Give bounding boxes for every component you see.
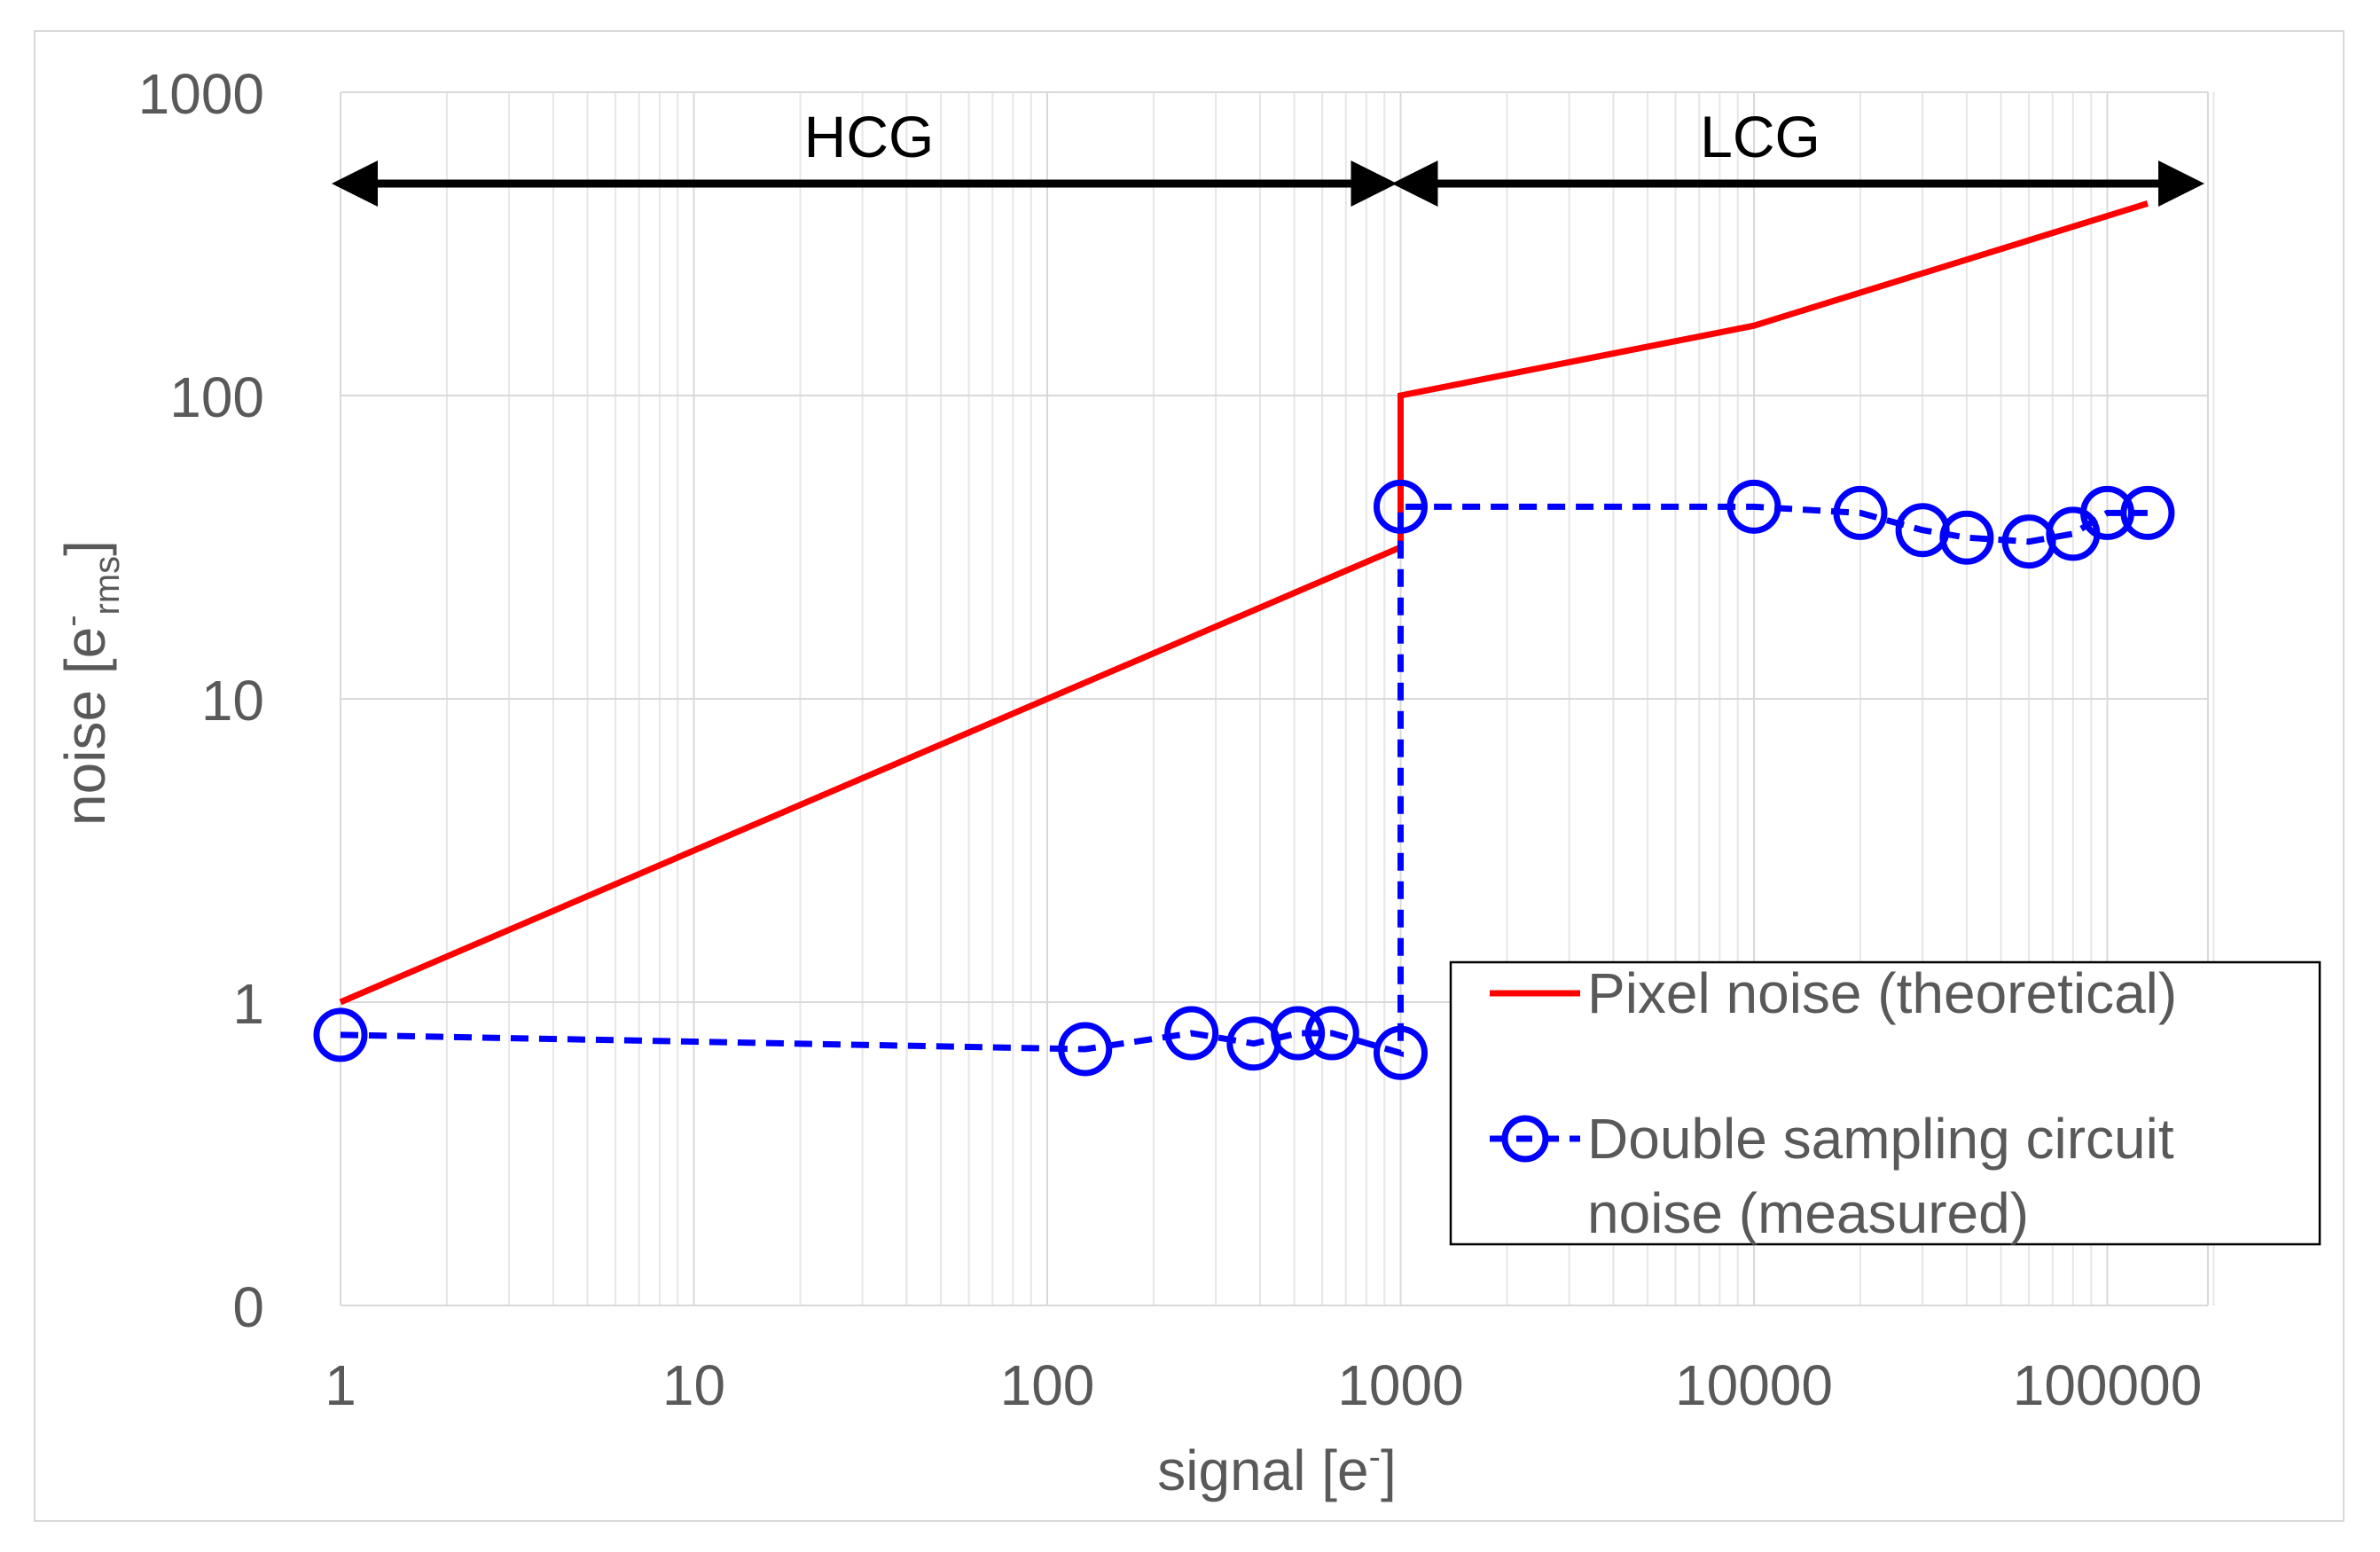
y-tick-label: 0 (232, 1275, 264, 1339)
x-tick-label: 1000 (1337, 1353, 1463, 1417)
data-point-marker (2120, 485, 2175, 540)
region-label: LCG (1700, 104, 1820, 169)
y-tick-label: 100 (169, 365, 264, 429)
x-tick-label: 100 (1000, 1353, 1095, 1417)
legend-box (1449, 960, 2321, 1246)
x-tick-label: 100000 (2013, 1353, 2203, 1417)
gain-region-arrows: HCG LCG (332, 104, 2204, 207)
region-arrow-head-right (1350, 160, 1397, 207)
major-gridlines (340, 91, 2209, 1306)
chart-frame (34, 30, 2345, 1522)
region-label: HCG (804, 104, 935, 169)
region-arrow-head-left (1391, 160, 1438, 207)
data-point-marker (1271, 1006, 1326, 1061)
legend-marker-double-sampling (1501, 1115, 1549, 1163)
data-point-marker (1939, 510, 1994, 565)
data-point-marker (1374, 1025, 1428, 1080)
y-tick-label: 1 (232, 972, 264, 1036)
x-tick-label: 10 (662, 1353, 725, 1417)
data-series (313, 200, 2175, 1080)
data-point-marker (1726, 479, 1781, 534)
series-line-double-sampling (340, 503, 2148, 1057)
x-axis-title: signal [e-] (1157, 1438, 1396, 1502)
data-point-marker (1164, 1006, 1219, 1061)
legend: Pixel noise (theoretical) Double samplin… (1449, 960, 2321, 1246)
x-tick-label: 10000 (1675, 1353, 1833, 1417)
region-arrow-head-right (2158, 160, 2204, 207)
x-tick-label: 1 (325, 1353, 356, 1417)
data-point-marker (2080, 485, 2134, 540)
legend-label-pixel-noise: Pixel noise (theoretical) (1587, 961, 2177, 1025)
region-arrow-head-left (332, 160, 378, 207)
data-point-marker (1833, 485, 1888, 540)
y-tick-label: 10 (201, 669, 264, 733)
data-point-marker (1304, 1006, 1359, 1061)
data-point-marker (1374, 479, 1428, 534)
series-line-pixel-noise (339, 200, 2149, 1006)
y-tick-label: 1000 (138, 62, 264, 126)
data-point-marker (313, 1007, 368, 1062)
y-axis-title: noise [e-rms] (52, 540, 127, 826)
legend-label-double-sampling-line2: noise (measured) (1587, 1181, 2029, 1245)
legend-label-double-sampling-line1: Double sampling circuit (1587, 1107, 2174, 1171)
data-point-marker (1058, 1022, 1113, 1077)
